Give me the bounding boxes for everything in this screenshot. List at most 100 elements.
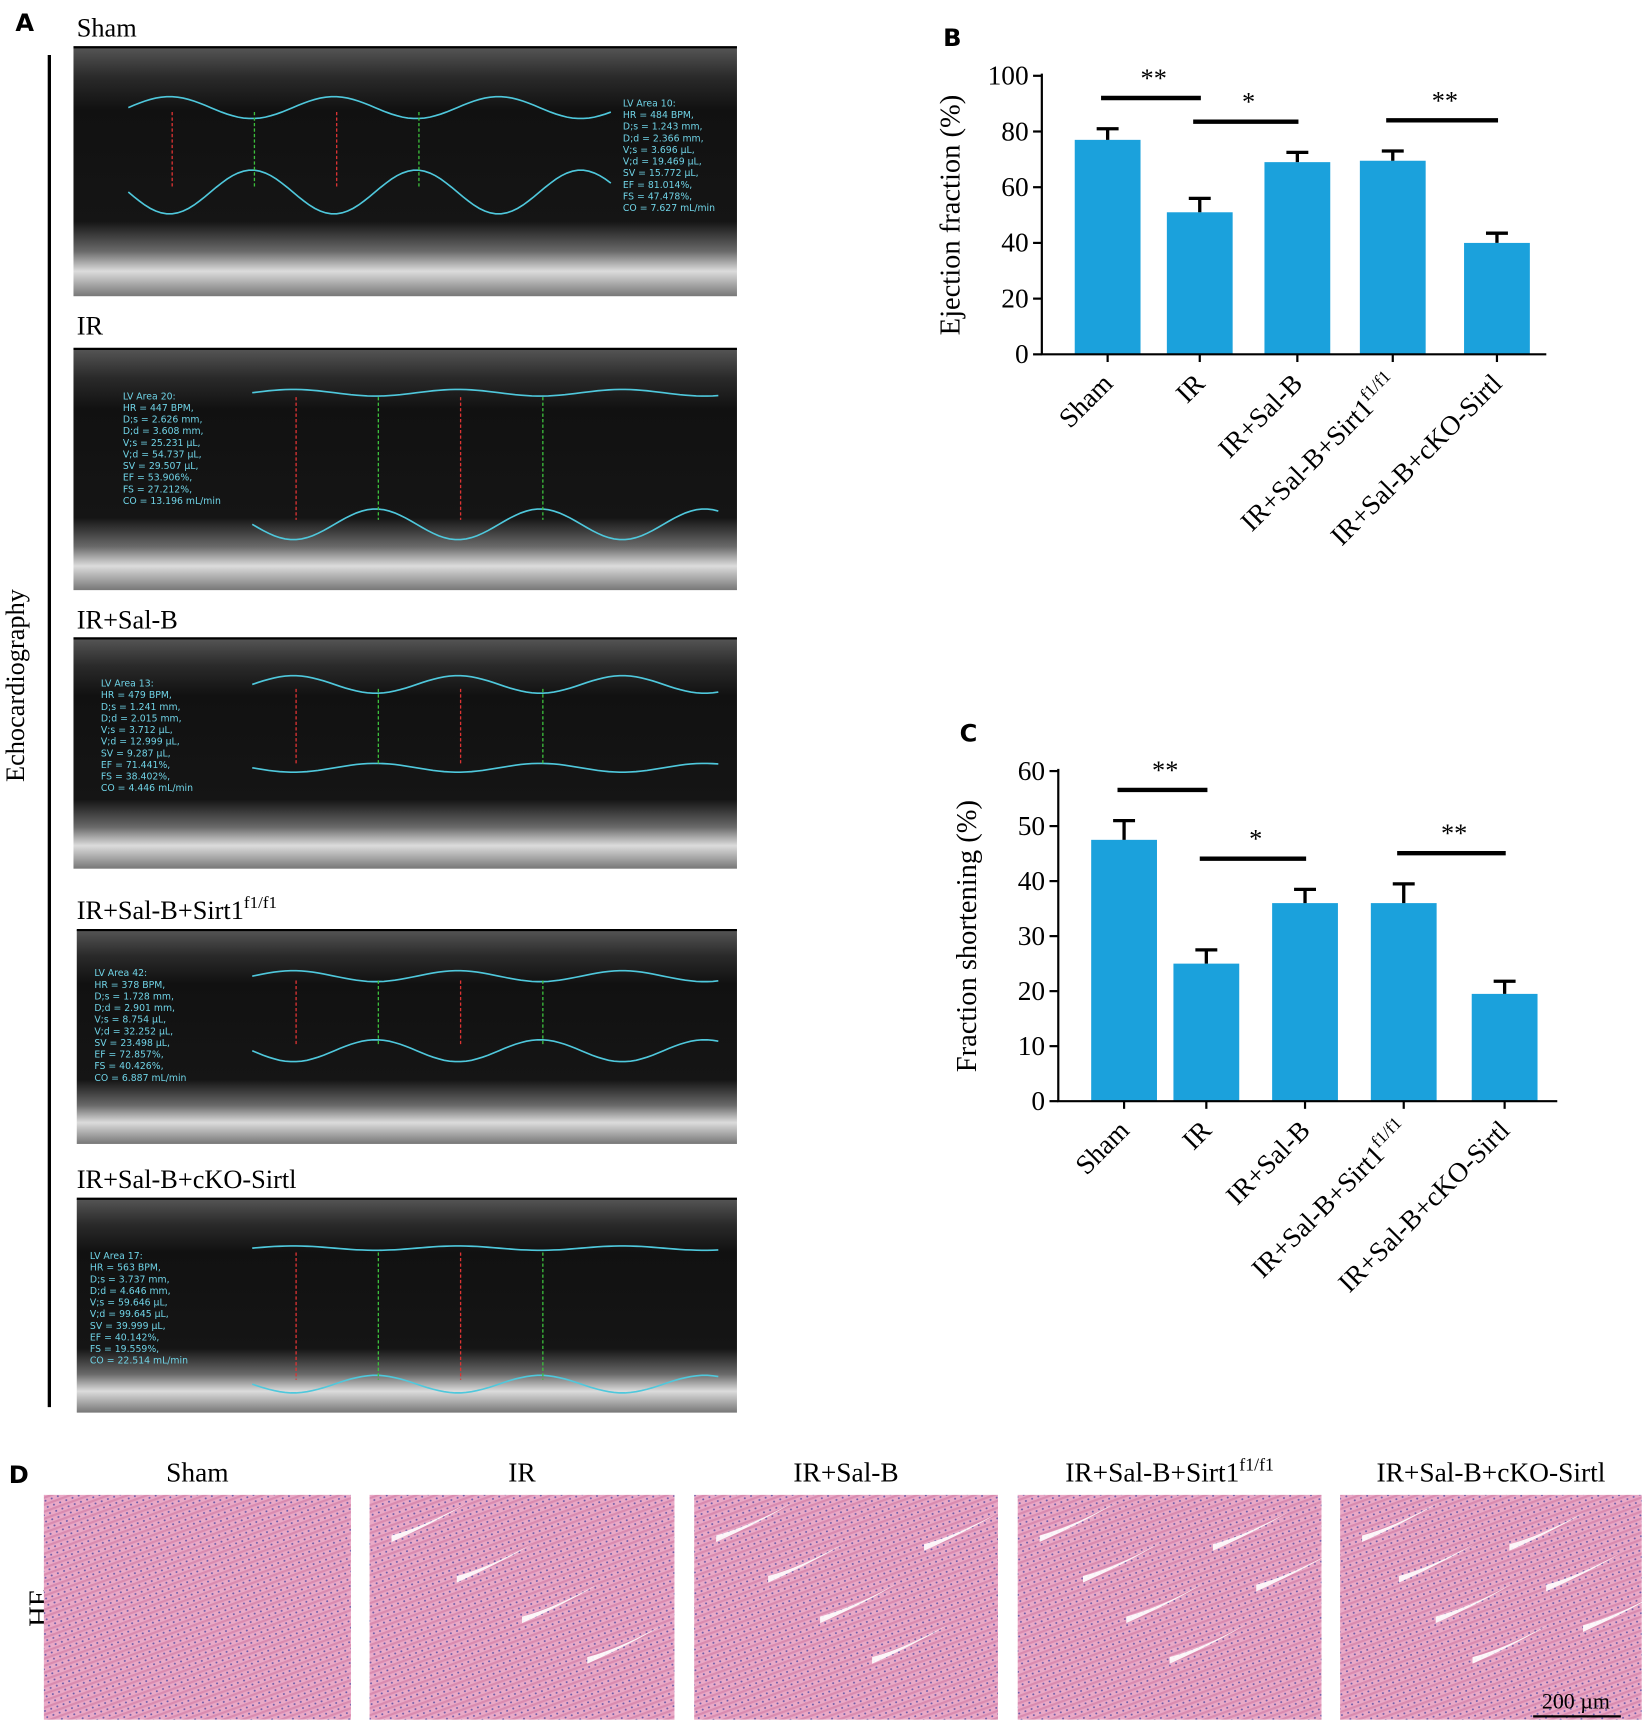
- scale-bar-label: 200 µm: [1542, 1689, 1610, 1714]
- significance-label: **: [1441, 819, 1467, 848]
- tissue-gap: [1435, 1583, 1513, 1624]
- y-tick-label: 30: [1018, 921, 1045, 951]
- histology-title-superscript: f1/f1: [1239, 1455, 1274, 1475]
- x-tick-label: IR+Sal-B+cKO-Sirtl: [1332, 1115, 1515, 1298]
- echo-readout: V;s = 3.712 µL,: [101, 725, 173, 736]
- echo-readout: HR = 484 BPM,: [623, 110, 694, 121]
- wall-trace: [127, 169, 612, 215]
- tissue-gap: [522, 1583, 599, 1624]
- echo-readout: HR = 447 BPM,: [123, 403, 194, 414]
- error-bar: [1493, 979, 1516, 994]
- x-tick-label: IR: [1170, 368, 1211, 409]
- x-tick-label: IR+Sal-B: [1213, 368, 1309, 464]
- echo-readout: HR = 563 BPM,: [90, 1263, 161, 1274]
- histology-title: IR+Sal-B+Sirt1f1/f1: [1065, 1455, 1274, 1488]
- echo-readout: FS = 47.478%,: [623, 191, 692, 202]
- wall-trace: [252, 1245, 719, 1252]
- wall-trace: [252, 969, 719, 983]
- histology-title: IR+Sal-B+cKO-Sirtl: [1376, 1458, 1605, 1488]
- panel-letter: B: [943, 24, 961, 52]
- significance-label: **: [1152, 756, 1178, 785]
- tissue-gap: [456, 1543, 534, 1583]
- y-tick-label: 0: [1031, 1086, 1045, 1116]
- echo-title: Sham: [77, 13, 137, 42]
- echo-readout: SV = 39.999 µL,: [90, 1321, 166, 1332]
- tissue-gap: [768, 1543, 845, 1583]
- tissue-gap: [1256, 1551, 1333, 1592]
- error-bar: [1188, 196, 1211, 213]
- y-axis-title: Ejection fraction (%): [936, 95, 967, 336]
- bar: [1074, 139, 1141, 355]
- echo-readout: CO = 7.627 mL/min: [623, 203, 715, 214]
- tissue-gap: [872, 1624, 949, 1664]
- error-bar: [1392, 882, 1415, 904]
- echo-readout: D;s = 1.243 mm,: [623, 122, 703, 133]
- error-bar: [1195, 948, 1218, 964]
- echo-readout: FS = 38.402%,: [101, 772, 170, 783]
- tissue-gap: [1546, 1551, 1623, 1592]
- echo-readout: SV = 15.772 µL,: [623, 168, 699, 179]
- y-axis-title: Fraction shortening (%): [952, 800, 983, 1072]
- echo-readout: FS = 19.559%,: [90, 1344, 159, 1355]
- echo-readout: SV = 29.507 µL,: [123, 461, 199, 472]
- x-tick-label: IR+Sal-B: [1220, 1115, 1316, 1211]
- bar: [1471, 993, 1538, 1102]
- y-tick-label: 60: [1018, 756, 1045, 786]
- bar: [1272, 903, 1338, 1102]
- y-tick-label: 0: [1015, 339, 1029, 369]
- echo-readout: EF = 71.441%,: [101, 760, 170, 771]
- x-tick-label: IR+Sal-B+cKO-Sirtl: [1325, 368, 1508, 551]
- echo-readout: HR = 479 BPM,: [101, 690, 172, 701]
- y-tick-label: 50: [1018, 811, 1045, 841]
- echo-title-superscript: f1/f1: [244, 893, 277, 912]
- wall-trace: [251, 508, 719, 541]
- echo-readout: CO = 6.887 mL/min: [94, 1073, 186, 1084]
- y-tick-label: 40: [1001, 228, 1028, 258]
- histology-image: [43, 1494, 351, 1720]
- significance-label: *: [1242, 88, 1255, 117]
- echo-readout: V;d = 12.999 µL,: [101, 737, 180, 748]
- y-tick-label: 20: [1018, 976, 1045, 1006]
- y-tick-label: 80: [1001, 116, 1028, 146]
- echo-readout: D;d = 4.646 mm,: [90, 1286, 171, 1297]
- x-tick-label: Sham: [1070, 1115, 1135, 1180]
- bar: [1464, 242, 1530, 355]
- x-tick-label: IR: [1177, 1114, 1218, 1155]
- echo-readout: V;d = 99.645 µL,: [90, 1309, 169, 1320]
- echo-readout: SV = 23.498 µL,: [94, 1038, 170, 1049]
- tissue-gap: [1082, 1543, 1160, 1583]
- y-tick-label: 10: [1018, 1031, 1045, 1061]
- bar: [1264, 162, 1331, 355]
- echo-readout: D;d = 3.608 mm,: [123, 426, 204, 437]
- echo-readout: D;s = 1.728 mm,: [94, 991, 174, 1002]
- echo-readout: D;d = 2.366 mm,: [623, 133, 704, 144]
- significance-label: **: [1432, 86, 1458, 115]
- panel-letter: D: [9, 1461, 29, 1489]
- echo-readout: V;s = 8.754 µL,: [94, 1015, 166, 1026]
- bar: [1359, 160, 1426, 355]
- echo-readout: V;d = 32.252 µL,: [94, 1026, 173, 1037]
- error-bar: [1485, 231, 1508, 243]
- y-tick-label: 40: [1018, 866, 1045, 896]
- echo-readout: V;s = 59.646 µL,: [90, 1298, 168, 1309]
- echo-readout: LV Area 42:: [94, 968, 147, 979]
- wall-trace: [252, 762, 719, 773]
- histology-title-main: IR+Sal-B+Sirt1: [1065, 1458, 1239, 1488]
- echo-readout: V;s = 25.231 µL,: [123, 438, 201, 449]
- histology-image: [1017, 1494, 1322, 1720]
- echo-title: IR+Sal-B+cKO-Sirtl: [77, 1165, 297, 1194]
- error-bar: [1286, 150, 1309, 163]
- tissue-gap: [1212, 1511, 1290, 1551]
- y-tick-label: 100: [988, 61, 1029, 91]
- echo-image: [76, 930, 737, 1144]
- error-bar: [1096, 127, 1119, 140]
- echo-title: IR+Sal-B+Sirt1f1/f1: [77, 893, 277, 925]
- tissue-gap: [1169, 1624, 1247, 1664]
- tissue-gap: [587, 1624, 665, 1664]
- echo-readout: D;s = 1.241 mm,: [101, 702, 181, 713]
- echo-readout: EF = 72.857%,: [94, 1050, 163, 1061]
- echo-readout: HR = 378 BPM,: [94, 980, 165, 991]
- echo-readout: LV Area 20:: [123, 391, 176, 402]
- echo-readout: LV Area 17:: [90, 1251, 143, 1262]
